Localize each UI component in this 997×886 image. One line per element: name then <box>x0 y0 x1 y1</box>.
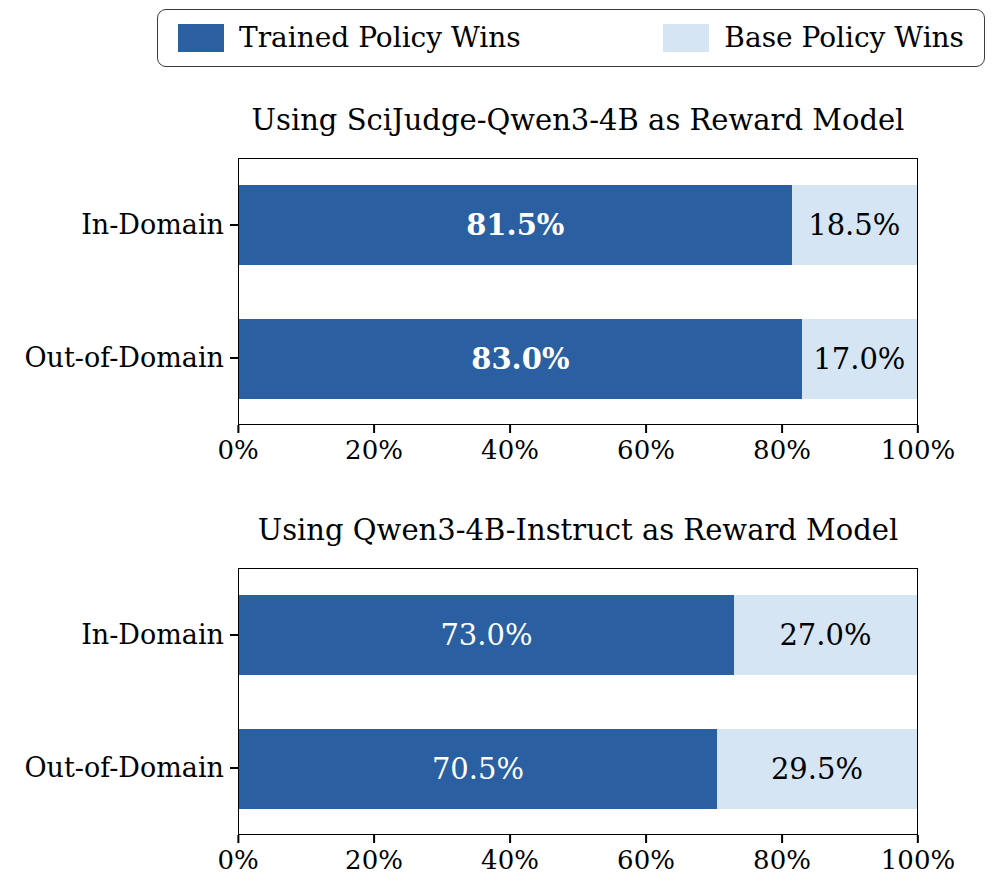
chart1-in-domain-trained-segment: 81.5% <box>239 185 792 265</box>
tick-mark <box>917 835 919 843</box>
chart1-bar-in-domain: 81.5% 18.5% <box>239 185 917 265</box>
tick-mark <box>237 835 239 843</box>
tick-mark <box>509 835 511 843</box>
chart1-out-of-domain-trained-segment: 83.0% <box>239 319 802 399</box>
chart2-out-of-domain-base-label: 29.5% <box>771 755 863 784</box>
tick-mark <box>509 425 511 433</box>
chart1-x-axis: 0% 20% 40% 60% 80% 100% <box>238 425 918 475</box>
chart2-ylabel-out-of-domain: Out-of-Domain <box>0 752 224 784</box>
chart2-xtick-60: 60% <box>617 835 675 875</box>
chart1-title: Using SciJudge-Qwen3-4B as Reward Model <box>238 104 918 137</box>
legend-label-trained: Trained Policy Wins <box>239 24 521 52</box>
chart1-ytick-mark-2 <box>230 357 238 359</box>
chart2-in-domain-base-segment: 27.0% <box>734 595 917 675</box>
chart2-bar-in-domain: 73.0% 27.0% <box>239 595 917 675</box>
chart2-out-of-domain-trained-segment: 70.5% <box>239 729 717 809</box>
legend-item-trained: Trained Policy Wins <box>178 24 521 52</box>
chart2-xtick-40: 40% <box>481 835 539 875</box>
chart1-xtick-80: 80% <box>753 425 811 465</box>
tick-mark <box>917 425 919 433</box>
tick-mark <box>373 835 375 843</box>
tick-mark <box>237 425 239 433</box>
chart2-out-of-domain-base-segment: 29.5% <box>717 729 917 809</box>
chart1-out-of-domain-trained-label: 83.0% <box>471 345 569 374</box>
legend-label-base: Base Policy Wins <box>724 24 964 52</box>
tick-mark <box>781 425 783 433</box>
chart2-xtick-100: 100% <box>881 835 955 875</box>
chart2-x-axis: 0% 20% 40% 60% 80% 100% <box>238 835 918 885</box>
tick-mark <box>781 835 783 843</box>
chart1-xtick-40: 40% <box>481 425 539 465</box>
chart1-out-of-domain-base-segment: 17.0% <box>802 319 917 399</box>
base-color-swatch <box>663 24 709 52</box>
chart2-xtick-80: 80% <box>753 835 811 875</box>
chart2-out-of-domain-trained-label: 70.5% <box>432 755 524 784</box>
chart1-xtick-60: 60% <box>617 425 675 465</box>
chart2-ytick-mark-1 <box>230 634 238 636</box>
chart2-xtick-0: 0% <box>217 835 258 875</box>
legend-item-base: Base Policy Wins <box>663 24 964 52</box>
trained-color-swatch <box>178 24 224 52</box>
chart1-in-domain-base-segment: 18.5% <box>792 185 917 265</box>
chart1-in-domain-trained-label: 81.5% <box>466 211 564 240</box>
chart2-in-domain-trained-segment: 73.0% <box>239 595 734 675</box>
chart1-xtick-0: 0% <box>217 425 258 465</box>
chart2-in-domain-trained-label: 73.0% <box>440 621 532 650</box>
chart1-bar-out-of-domain: 83.0% 17.0% <box>239 319 917 399</box>
chart1-ylabel-in-domain: In-Domain <box>0 209 224 241</box>
tick-mark <box>645 835 647 843</box>
chart1-xtick-20: 20% <box>345 425 403 465</box>
chart1-plot-area: 81.5% 18.5% 83.0% 17.0% <box>238 158 918 425</box>
chart2-plot-area: 73.0% 27.0% 70.5% 29.5% <box>238 568 918 835</box>
legend: Trained Policy Wins Base Policy Wins <box>157 9 985 67</box>
chart2-ylabel-in-domain: In-Domain <box>0 619 224 651</box>
chart2-ytick-mark-2 <box>230 767 238 769</box>
chart1-xtick-100: 100% <box>881 425 955 465</box>
chart2-title: Using Qwen3-4B-Instruct as Reward Model <box>238 514 918 547</box>
chart1-ylabel-out-of-domain: Out-of-Domain <box>0 342 224 374</box>
tick-mark <box>373 425 375 433</box>
chart2-in-domain-base-label: 27.0% <box>779 621 871 650</box>
figure: Trained Policy Wins Base Policy Wins Usi… <box>0 0 997 886</box>
chart2-xtick-20: 20% <box>345 835 403 875</box>
chart1-ytick-mark-1 <box>230 224 238 226</box>
chart1-out-of-domain-base-label: 17.0% <box>813 345 905 374</box>
chart1-in-domain-base-label: 18.5% <box>808 211 900 240</box>
tick-mark <box>645 425 647 433</box>
chart2-bar-out-of-domain: 70.5% 29.5% <box>239 729 917 809</box>
